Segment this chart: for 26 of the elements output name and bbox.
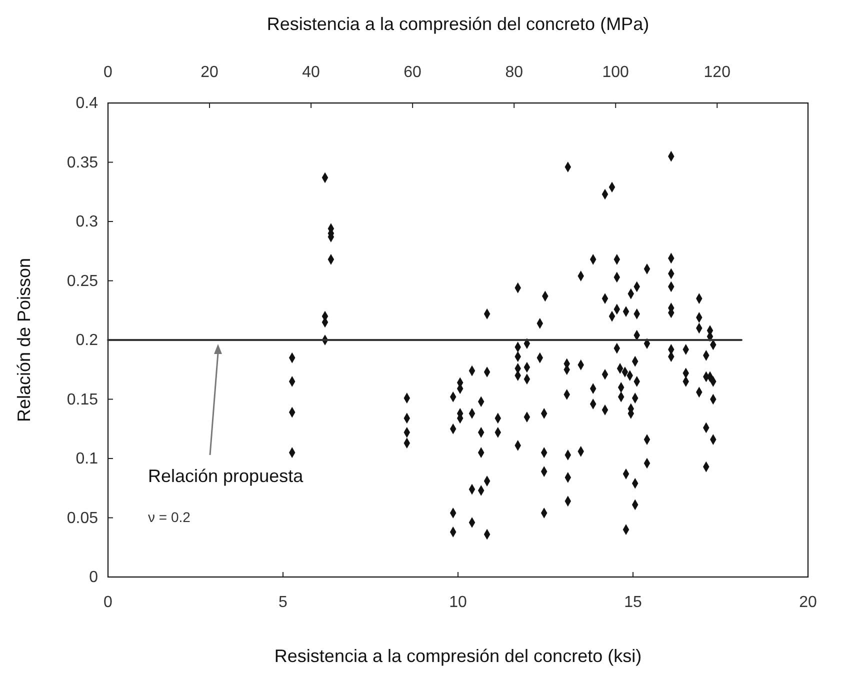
x-tick-label: 0 bbox=[104, 594, 113, 611]
x2-tick-label: 40 bbox=[302, 64, 320, 81]
x-tick-label: 15 bbox=[624, 594, 642, 611]
y-tick-label: 0.3 bbox=[76, 214, 98, 230]
x2-tick-label: 120 bbox=[704, 64, 731, 81]
x-axis-title: Resistencia a la compresión del concreto (ksi) bbox=[274, 646, 642, 666]
x2-tick-label: 0 bbox=[104, 64, 113, 81]
y-tick-label: 0.2 bbox=[76, 332, 98, 349]
annotation: ν = 0.2 bbox=[148, 509, 191, 525]
y-axis-title: Relación de Poisson bbox=[14, 258, 34, 422]
y-tick-label: 0.4 bbox=[76, 95, 98, 112]
x2-tick-label: 60 bbox=[404, 64, 422, 81]
x2-tick-label: 100 bbox=[602, 64, 630, 81]
annotation: Relación propuesta bbox=[148, 466, 304, 486]
x2-tick-label: 20 bbox=[200, 64, 219, 81]
x2-tick-label: 80 bbox=[505, 64, 524, 81]
x-tick-label: 5 bbox=[278, 594, 288, 611]
y-tick-label: 0 bbox=[89, 569, 98, 586]
x-tick-label: 10 bbox=[449, 594, 467, 611]
y-tick-label: 0.35 bbox=[66, 154, 98, 172]
y-tick-label: 0.05 bbox=[66, 510, 98, 527]
x2-axis-title: Resistencia a la compresión del concreto (MPa) bbox=[266, 14, 650, 34]
y-tick-label: 0.15 bbox=[66, 391, 98, 408]
y-tick-label: 0.1 bbox=[76, 450, 98, 468]
x-tick-label: 20 bbox=[799, 594, 817, 611]
y-tick-label: 0.25 bbox=[66, 272, 98, 290]
